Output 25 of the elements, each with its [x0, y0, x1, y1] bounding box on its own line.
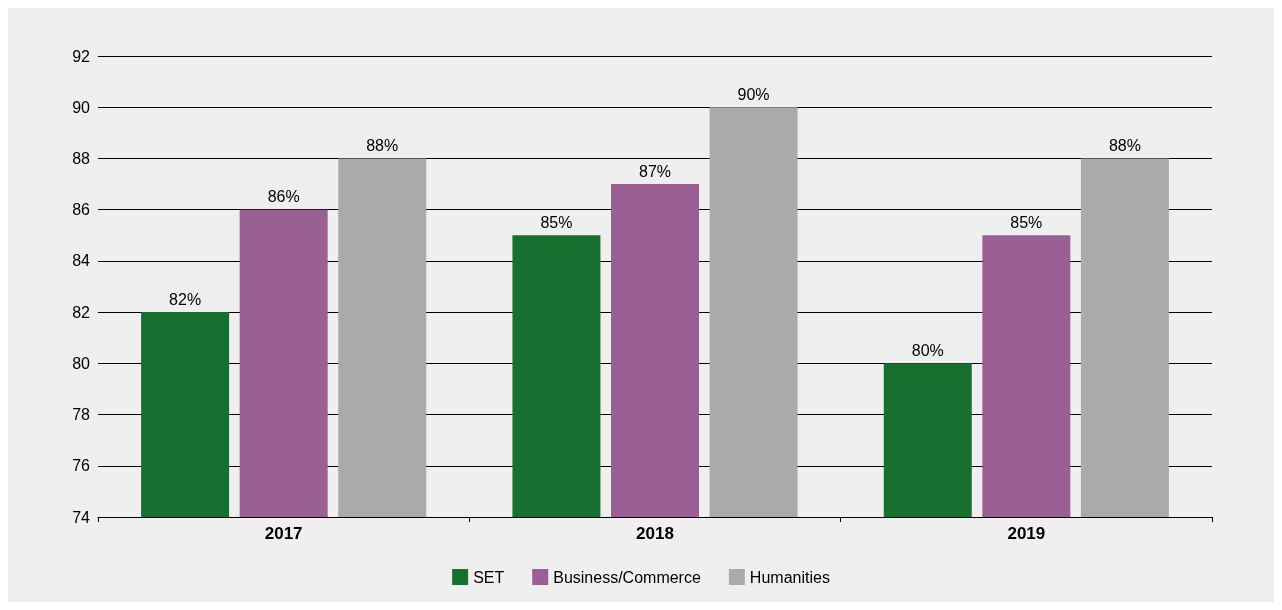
- legend-label: SET: [473, 568, 505, 586]
- y-tick-label: 76: [72, 457, 91, 475]
- data-label: 87%: [638, 162, 672, 180]
- x-tick-label: 2017: [264, 524, 303, 543]
- data-label: 82%: [169, 290, 202, 308]
- y-tick-label: 84: [72, 252, 91, 270]
- legend-label: Humanities: [749, 568, 830, 586]
- data-label: 85%: [540, 213, 573, 231]
- y-tick-label: 88: [72, 149, 91, 167]
- y-tick-label: 92: [72, 47, 91, 65]
- data-label: 80%: [911, 341, 944, 359]
- y-tick-label: 90: [72, 98, 91, 116]
- y-tick-label: 78: [72, 406, 91, 424]
- x-tick-label: 2018: [636, 524, 674, 543]
- data-label: 88%: [1108, 136, 1141, 154]
- x-tick-label: 2019: [1007, 524, 1046, 543]
- data-label: 90%: [737, 85, 770, 103]
- data-label: 88%: [366, 136, 399, 154]
- y-tick-label: 80: [72, 354, 91, 372]
- data-label: 86%: [267, 188, 300, 206]
- y-tick-label: 74: [72, 508, 91, 526]
- y-tick-label: 86: [72, 201, 91, 219]
- data-label: 85%: [1010, 213, 1043, 231]
- legend-label: Business/Commerce: [553, 568, 701, 586]
- y-tick-label: 82: [72, 303, 91, 321]
